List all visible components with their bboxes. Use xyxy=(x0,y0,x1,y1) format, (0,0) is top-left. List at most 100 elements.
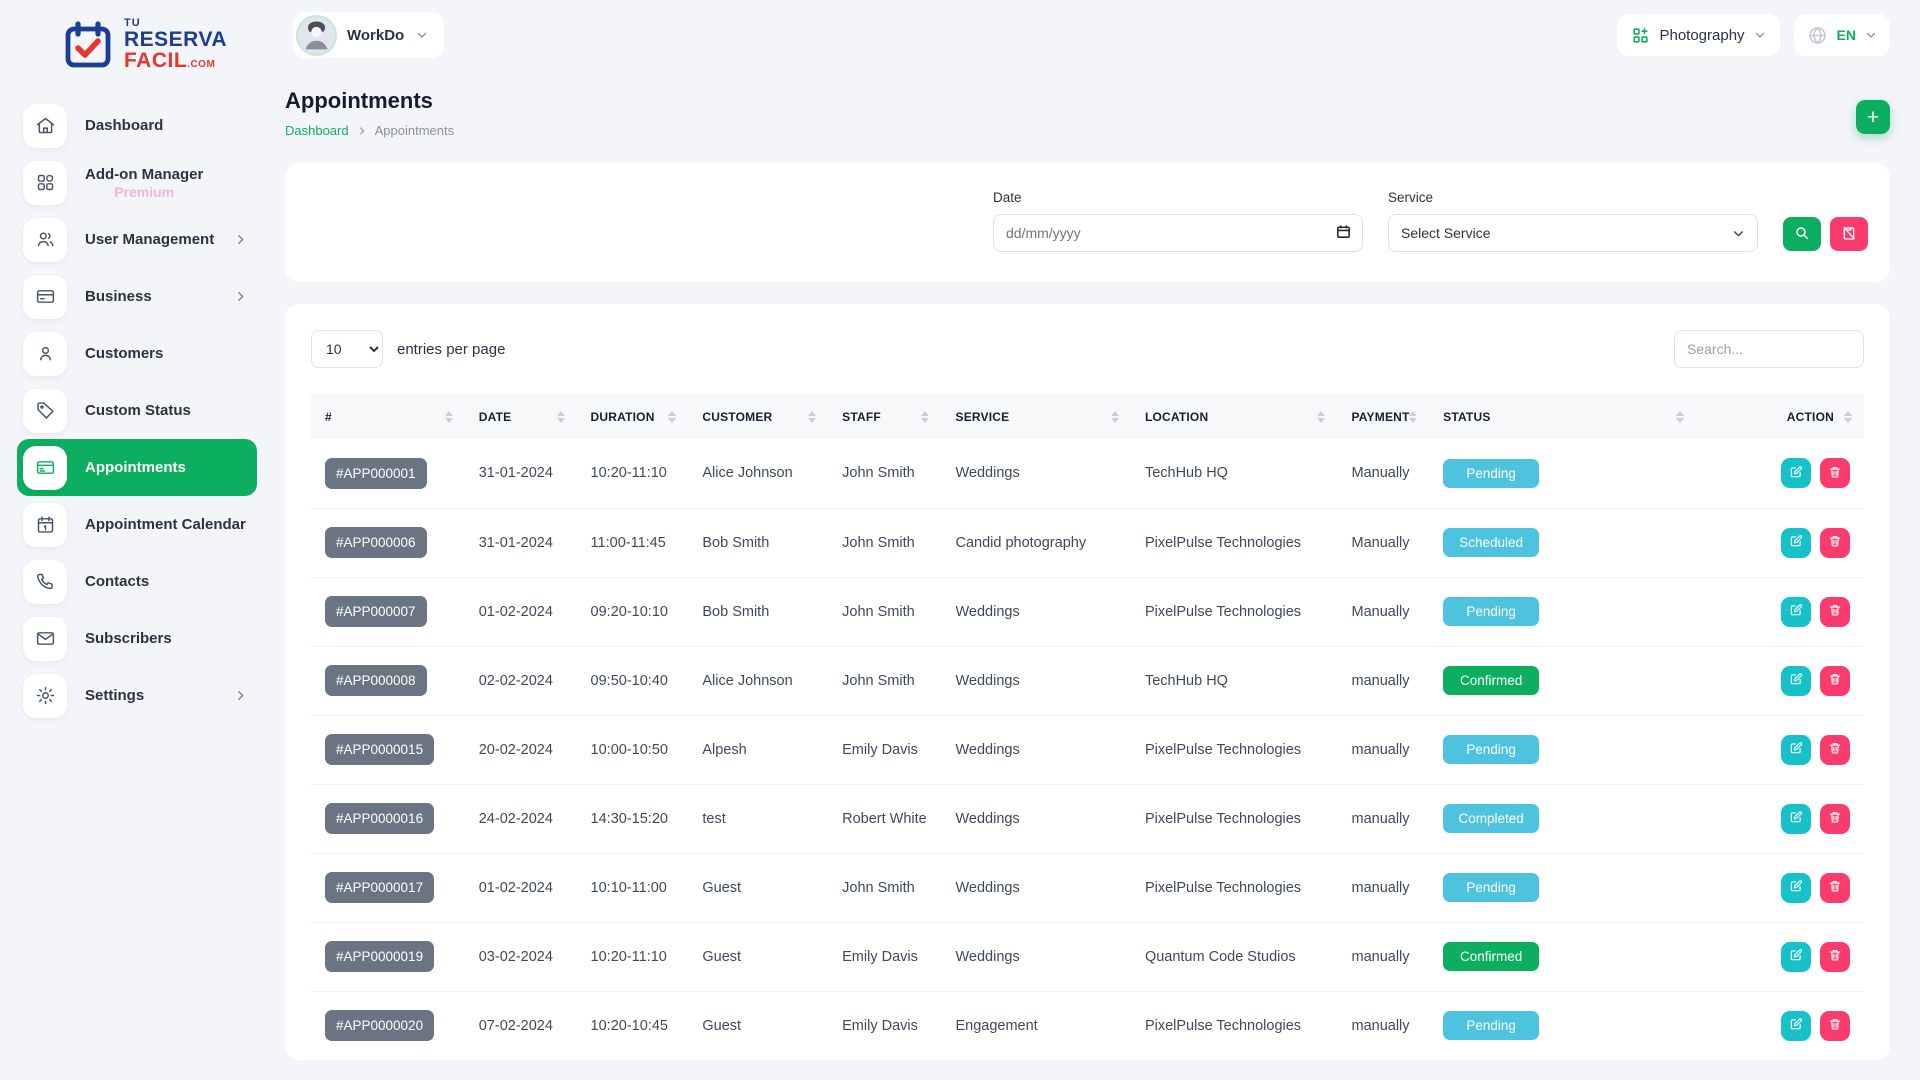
delete-button[interactable] xyxy=(1820,734,1850,765)
date-label: Date xyxy=(993,190,1022,205)
appointments-icon xyxy=(23,445,67,490)
cell-date: 24-02-2024 xyxy=(464,783,577,853)
filter-actions xyxy=(1783,190,1868,252)
cell-payment: Manually xyxy=(1337,507,1430,577)
delete-button[interactable] xyxy=(1820,596,1850,627)
logo-text: TU RESERVA FACIL.COM xyxy=(124,18,227,72)
cell-staff: John Smith xyxy=(828,576,942,646)
sidebar-item-contacts[interactable]: Contacts xyxy=(17,553,257,610)
calendar-picker-icon[interactable] xyxy=(1335,223,1352,245)
column-header-id[interactable]: # xyxy=(311,394,465,439)
chevron-down-icon xyxy=(1865,29,1877,41)
sidebar-item-appointment-calendar[interactable]: Appointment Calendar xyxy=(17,496,257,553)
edit-button[interactable] xyxy=(1781,458,1811,489)
sort-arrows-icon xyxy=(808,410,817,423)
cell-location: PixelPulse Technologies xyxy=(1130,714,1338,784)
cell-staff: John Smith xyxy=(828,852,942,922)
delete-button[interactable] xyxy=(1820,803,1850,834)
delete-button[interactable] xyxy=(1820,872,1850,903)
column-header-customer[interactable]: CUSTOMER xyxy=(688,394,829,439)
module-switcher[interactable]: Photography xyxy=(1617,14,1780,56)
delete-button[interactable] xyxy=(1820,1010,1850,1041)
column-header-duration[interactable]: DURATION xyxy=(576,394,689,439)
language-label: EN xyxy=(1836,27,1856,43)
cell-payment: Manually xyxy=(1337,576,1430,646)
column-header-payment[interactable]: PAYMENT xyxy=(1337,394,1430,439)
cell-customer: Bob Smith xyxy=(688,507,829,577)
page-header: Appointments Dashboard Appointments + xyxy=(285,88,1890,138)
sidebar-item-business[interactable]: Business xyxy=(17,268,257,325)
breadcrumb-dashboard-link[interactable]: Dashboard xyxy=(285,123,349,138)
sidebar-item-appointments[interactable]: Appointments xyxy=(17,439,257,496)
language-switcher[interactable]: EN xyxy=(1793,14,1890,56)
entries-select[interactable]: 10 xyxy=(311,330,383,368)
chevron-right-icon xyxy=(234,689,247,702)
sidebar-item-label: Dashboard xyxy=(85,117,164,134)
cell-date: 01-02-2024 xyxy=(464,852,577,922)
grid-plus-icon xyxy=(1631,26,1650,45)
table-row: #APP000001 31-01-2024 10:20-11:10 Alice … xyxy=(311,439,1864,508)
sidebar-item-user-management[interactable]: User Management xyxy=(17,211,257,268)
cell-staff: Emily Davis xyxy=(828,921,942,991)
date-input[interactable] xyxy=(993,214,1363,252)
filter-search-button[interactable] xyxy=(1783,217,1821,251)
column-header-status[interactable]: STATUS xyxy=(1429,394,1697,439)
cell-location: PixelPulse Technologies xyxy=(1130,852,1338,922)
calendar-icon xyxy=(23,502,67,547)
sidebar-item-customers[interactable]: Customers xyxy=(17,325,257,382)
sidebar-item-custom-status[interactable]: Custom Status xyxy=(17,382,257,439)
cell-duration: 10:20-11:10 xyxy=(576,921,689,991)
table-search-input[interactable] xyxy=(1674,330,1864,368)
app-logo: TU RESERVA FACIL.COM xyxy=(0,10,285,75)
cell-payment: manually xyxy=(1337,921,1430,991)
table-row: #APP0000016 24-02-2024 14:30-15:20 test … xyxy=(311,783,1864,853)
workspace-label: WorkDo xyxy=(347,26,405,44)
edit-button[interactable] xyxy=(1781,596,1811,627)
cell-customer: test xyxy=(688,783,829,853)
column-header-service[interactable]: SERVICE xyxy=(941,394,1131,439)
edit-button[interactable] xyxy=(1781,803,1811,834)
appointment-id-badge: #APP0000020 xyxy=(325,1010,435,1042)
cell-date: 01-02-2024 xyxy=(464,576,577,646)
sort-arrows-icon xyxy=(1844,410,1852,423)
sidebar-item-subscribers[interactable]: Subscribers xyxy=(17,610,257,667)
sidebar-item-dashboard[interactable]: Dashboard xyxy=(17,97,257,154)
credit-card-icon xyxy=(23,274,67,319)
edit-button[interactable] xyxy=(1781,527,1811,558)
add-appointment-button[interactable]: + xyxy=(1856,100,1890,134)
edit-button[interactable] xyxy=(1781,872,1811,903)
sort-arrows-icon xyxy=(1110,410,1119,423)
column-header-action[interactable]: ACTION xyxy=(1696,394,1864,439)
delete-button[interactable] xyxy=(1820,527,1850,558)
breadcrumb: Dashboard Appointments xyxy=(285,123,454,138)
table-row: #APP000008 02-02-2024 09:50-10:40 Alice … xyxy=(311,645,1864,715)
edit-button[interactable] xyxy=(1781,734,1811,765)
cell-service: Weddings xyxy=(941,576,1131,646)
workspace-switcher[interactable]: WorkDo xyxy=(293,12,445,58)
cell-location: PixelPulse Technologies xyxy=(1130,990,1338,1060)
sidebar-item-label: Business xyxy=(85,288,152,305)
sort-arrows-icon xyxy=(921,410,930,423)
avatar xyxy=(298,16,335,54)
sidebar-item-settings[interactable]: Settings xyxy=(17,667,257,724)
status-badge: Pending xyxy=(1443,735,1540,764)
sidebar-item-label: Add-on Manager xyxy=(85,165,204,183)
delete-button[interactable] xyxy=(1820,665,1850,696)
delete-button[interactable] xyxy=(1820,941,1850,972)
topbar: WorkDo Photography EN xyxy=(285,0,1890,58)
service-field-group: Service Select Service xyxy=(1388,190,1758,252)
delete-button[interactable] xyxy=(1820,458,1850,489)
cell-date: 20-02-2024 xyxy=(464,714,577,784)
sidebar-item-label: Subscribers xyxy=(85,630,172,647)
column-header-staff[interactable]: STAFF xyxy=(828,394,942,439)
column-header-date[interactable]: DATE xyxy=(464,394,577,439)
filter-reset-button[interactable] xyxy=(1830,217,1868,251)
tag-icon xyxy=(23,388,67,433)
edit-button[interactable] xyxy=(1781,665,1811,696)
column-header-location[interactable]: LOCATION xyxy=(1130,394,1338,439)
edit-button[interactable] xyxy=(1781,941,1811,972)
sidebar-nav: Dashboard Add-on Manager Premium User Ma… xyxy=(0,97,285,724)
sidebar-item-add-on-manager[interactable]: Add-on Manager Premium xyxy=(17,154,257,211)
edit-button[interactable] xyxy=(1781,1010,1811,1041)
service-select[interactable]: Select Service xyxy=(1388,214,1758,252)
